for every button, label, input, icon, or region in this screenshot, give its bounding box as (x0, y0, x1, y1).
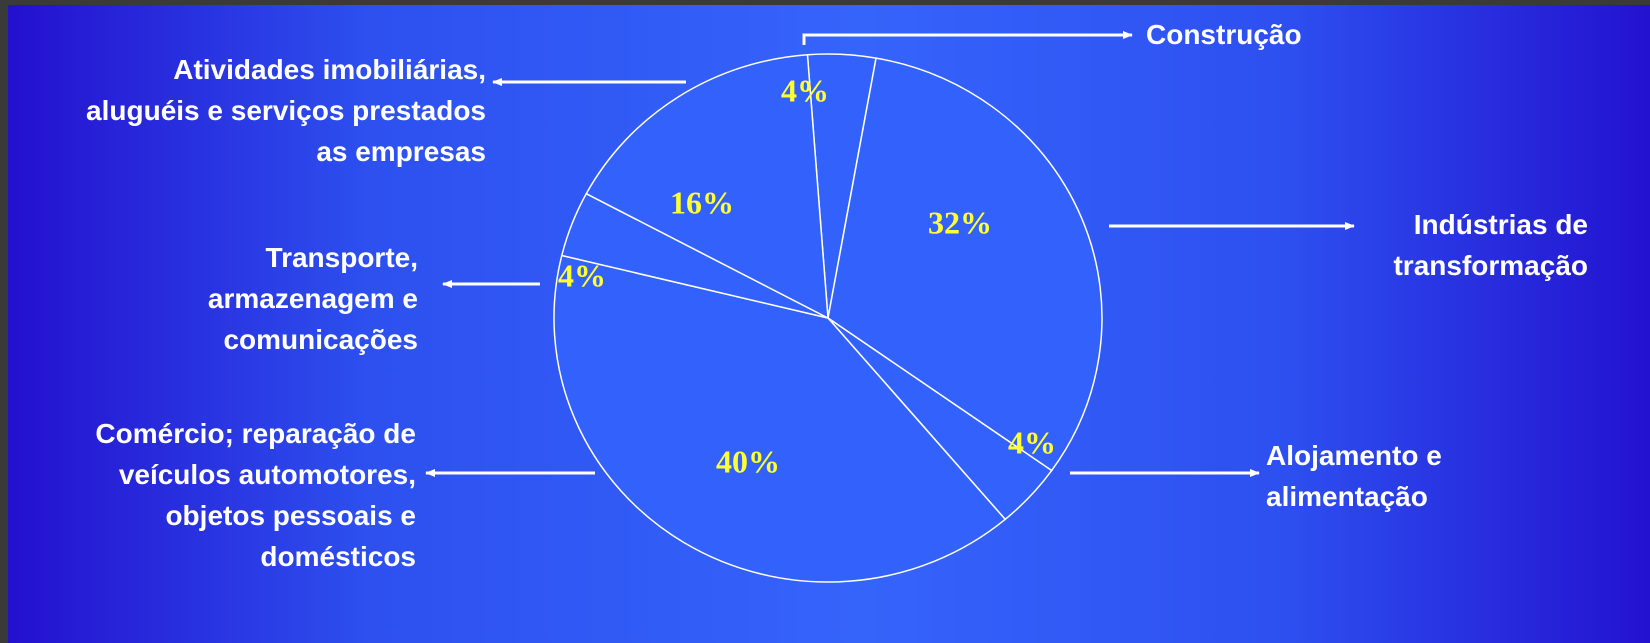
category-label-transporte: Transporte, armazenagem e comunicações (207, 242, 418, 355)
value-label-comercio: 40% (716, 443, 780, 479)
value-label-construcao: 4% (781, 72, 829, 108)
category-label-atividades: Atividades imobiliárias, aluguéis e serv… (86, 54, 486, 167)
category-label-construcao: Construção (1146, 19, 1302, 50)
pie-slice-comercio (553, 254, 1007, 583)
category-label-industrias: Indústrias de transformação (1393, 209, 1588, 281)
value-label-transporte: 4% (558, 257, 606, 293)
chart-slide: 4% 32% 4% 40% 4% 16% Construção Indústrias de… (8, 5, 1650, 643)
value-label-alojamento: 4% (1008, 424, 1056, 460)
value-label-industrias: 32% (928, 204, 992, 240)
pie-slice-atividades (585, 53, 829, 320)
leader-arrows (425, 31, 1355, 477)
pie-value-labels: 4% 32% 4% 40% 4% 16% (558, 72, 1056, 479)
pie-chart: 4% 32% 4% 40% 4% 16% (425, 31, 1355, 583)
category-label-alojamento: Alojamento e alimentação (1266, 440, 1442, 512)
leader-arrow-construcao (802, 31, 1133, 45)
category-label-comercio: Comércio; reparação de veículos automoto… (95, 418, 416, 572)
pie-slice-industrias (827, 57, 1103, 472)
pie-slices (553, 53, 1103, 583)
value-label-atividades: 16% (670, 184, 734, 220)
